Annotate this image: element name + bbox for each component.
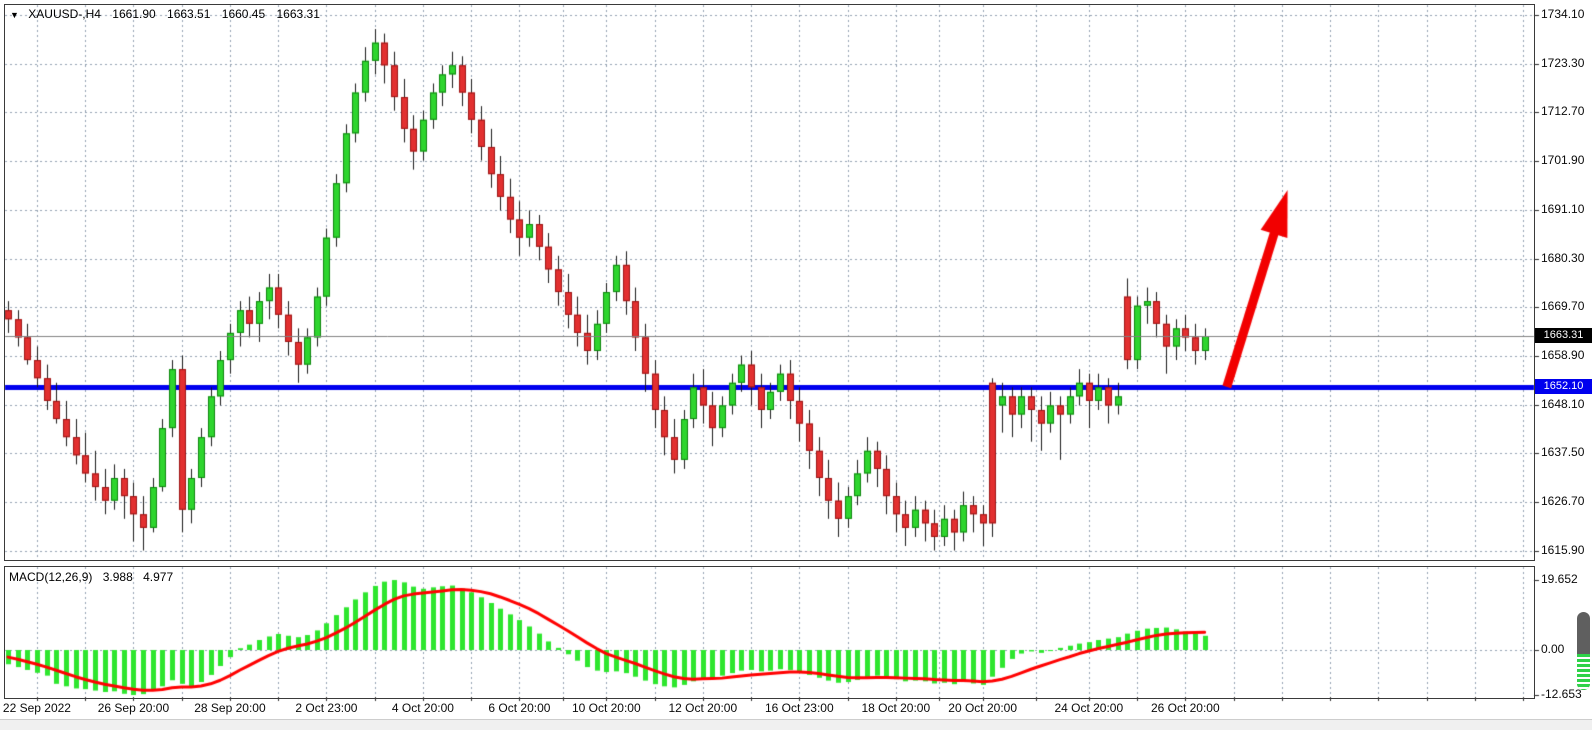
chart-header: ▼ XAUUSD-,H4 1661.90 1663.51 1660.45 166… [10,7,328,21]
support-line-price-tag: 1652.10 [1535,378,1592,394]
scrollbar-grip-stripes [1577,654,1590,690]
ohlc-high-value: 1663.51 [167,7,211,21]
ohlc-close-value: 1663.31 [276,7,320,21]
scrollbar-thumb[interactable] [1577,612,1590,690]
last-price-tag: 1663.31 [1535,328,1592,343]
macd-signal-value: 4.977 [143,570,174,584]
ohlc-low-value: 1660.45 [221,7,266,21]
window-bottom-strip [0,719,1592,730]
symbol-dropdown-icon[interactable]: ▼ [10,10,19,20]
macd-main-value: 3.988 [102,570,133,584]
macd-name-label: MACD(12,26,9) [9,570,93,584]
symbol-timeframe-label: XAUUSD-,H4 [28,7,101,21]
ohlc-open-value: 1661.90 [112,7,156,21]
macd-header: MACD(12,26,9) 3.988 4.977 [9,570,180,584]
